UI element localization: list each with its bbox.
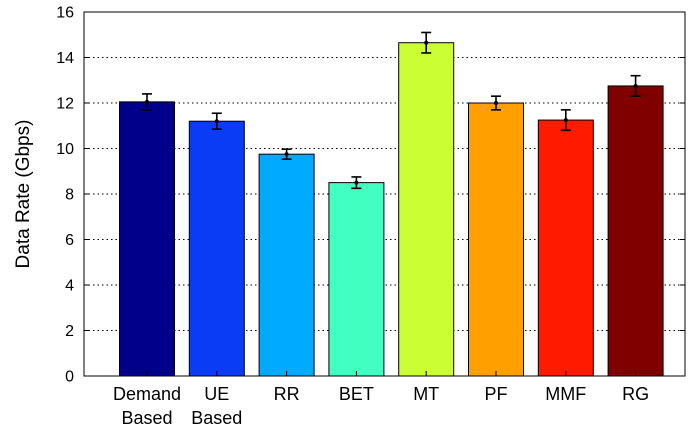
mean-marker-4 xyxy=(424,40,429,45)
bar-7 xyxy=(607,85,664,377)
mean-marker-3 xyxy=(354,180,359,185)
y-tick-label-6: 6 xyxy=(65,232,74,249)
error-bars xyxy=(142,31,641,190)
x-tick-label-5-0: PF xyxy=(484,384,507,404)
mean-marker-1 xyxy=(214,119,219,124)
y-tick-label-4: 4 xyxy=(65,278,74,295)
y-tick-label-0: 0 xyxy=(65,369,74,386)
bar-3 xyxy=(328,182,385,377)
x-tick-label-0-0: Demand xyxy=(113,384,181,404)
x-axis: Demand Based UE Based RR BET MT PF MMF RG xyxy=(113,371,649,428)
x-tick-label-7-0: RG xyxy=(622,384,649,404)
y-tick-label-14: 14 xyxy=(56,50,74,67)
y-tick-label-16: 16 xyxy=(56,5,74,22)
y-tick-label-2: 2 xyxy=(65,323,74,340)
bar-1 xyxy=(188,120,245,377)
bar-2 xyxy=(258,153,315,377)
bar-6 xyxy=(537,119,594,377)
bar-5 xyxy=(468,102,524,377)
y-tick-label-8: 8 xyxy=(65,187,74,204)
mean-marker-5 xyxy=(494,101,498,105)
bars xyxy=(119,42,664,377)
y-axis: 0 2 4 6 8 10 12 14 16 xyxy=(56,5,685,386)
mean-marker-2 xyxy=(284,152,289,157)
mean-marker-6 xyxy=(563,118,568,123)
y-axis-title: Data Rate (Gbps) xyxy=(13,120,34,269)
bar-4 xyxy=(398,42,455,377)
y-tick-label-12: 12 xyxy=(56,96,74,113)
mean-marker-7 xyxy=(633,83,638,88)
x-tick-label-6-0: MMF xyxy=(545,384,586,404)
y-tick-label-10: 10 xyxy=(56,141,74,158)
x-tick-label-1-0: UE xyxy=(204,384,229,404)
x-tick-label-1-1: Based xyxy=(191,408,242,428)
x-tick-label-4-0: MT xyxy=(413,384,439,404)
x-tick-label-3-0: BET xyxy=(339,384,374,404)
bar-0 xyxy=(119,101,175,377)
mean-marker-0 xyxy=(145,99,149,104)
x-tick-label-0-1: Based xyxy=(121,408,172,428)
x-tick-label-2-0: RR xyxy=(274,384,300,404)
